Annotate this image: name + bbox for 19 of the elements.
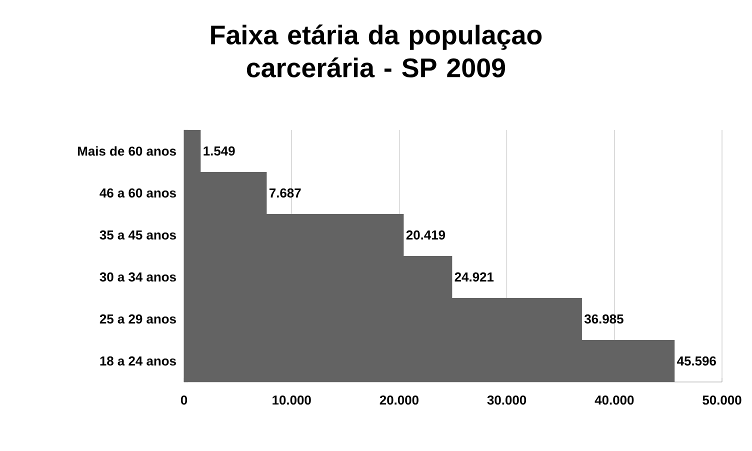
y-tick-label: 18 a 24 anos [100, 356, 176, 366]
y-tick-label: 46 a 60 anos [100, 188, 176, 198]
y-tick-label: Mais de 60 anos [78, 146, 176, 156]
y-tick-label: 25 a 29 anos [100, 314, 176, 324]
x-tick-label: 40.000 [594, 396, 634, 405]
x-tick-label: 50.000 [702, 396, 742, 405]
data-label: 45.596 [677, 356, 716, 366]
y-tick-label: 35 a 45 anos [100, 230, 176, 240]
y-tick-label: 30 a 34 anos [100, 272, 176, 282]
data-label: 20.419 [406, 230, 446, 240]
data-label: 24.921 [454, 272, 494, 282]
data-label: 36.985 [584, 314, 624, 324]
data-label: 7.687 [269, 188, 301, 198]
x-tick-label: 0 [180, 396, 188, 405]
x-tick-label: 20.000 [380, 396, 418, 405]
x-tick-label: 30.000 [487, 396, 526, 405]
data-label: 1.549 [204, 146, 235, 156]
x-tick-label: 10.000 [272, 396, 311, 405]
chart-title: Faixa etária da populaçao carcerária - SP 2009 [211, 24, 542, 78]
